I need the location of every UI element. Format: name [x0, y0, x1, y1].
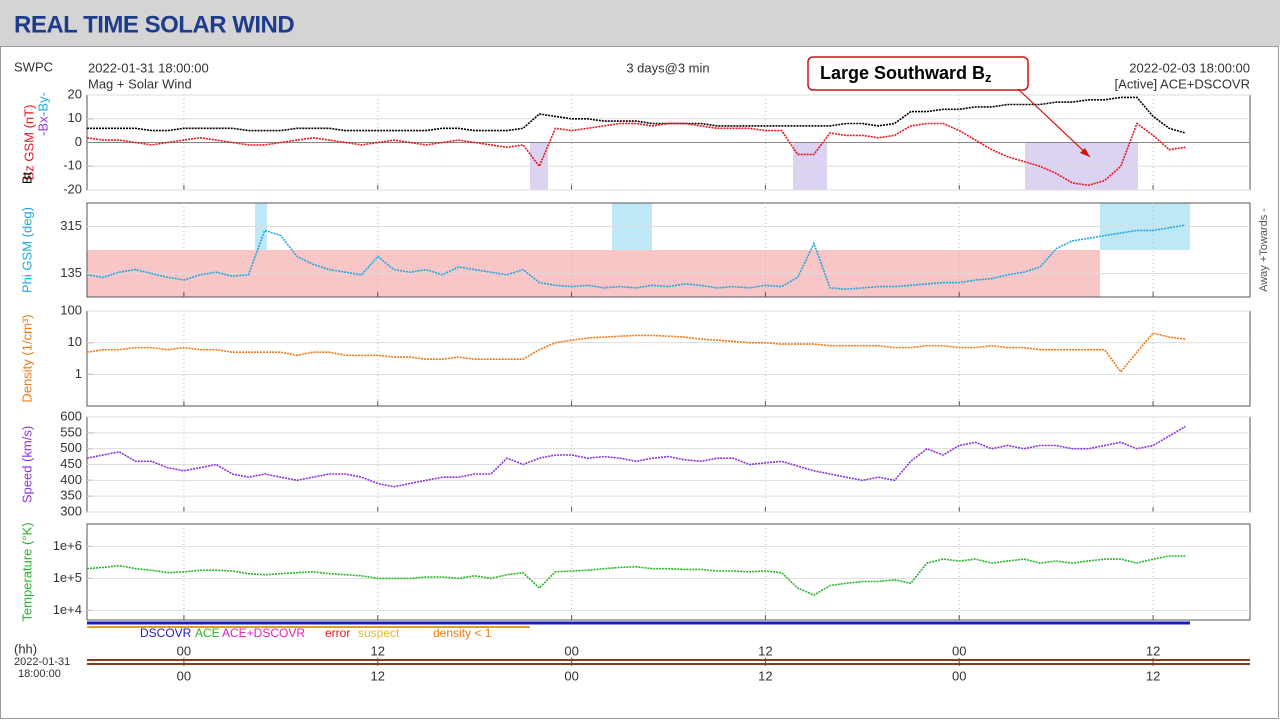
x-tick-label: 00 — [564, 643, 578, 658]
series-line — [86, 122, 1186, 187]
timeline-tick-label: 00 — [177, 668, 191, 683]
header-bar — [0, 0, 1280, 46]
legend-entry: ACE+DSCOVR — [222, 626, 305, 640]
legend-entry: DSCOVR — [140, 626, 192, 640]
timeline-date: 2022-01-31 — [14, 656, 70, 668]
legend-entry: error — [325, 626, 350, 640]
y-tick-label: 315 — [60, 218, 82, 233]
timeline-tick-label: 00 — [952, 668, 966, 683]
y-tick-label: 350 — [60, 488, 82, 503]
y-tick-label: 20 — [68, 86, 82, 101]
y-tick-label: 10 — [68, 110, 82, 125]
timeline-tick-label: 12 — [371, 668, 385, 683]
y-axis-label: Speed (km/s) — [19, 426, 34, 503]
y-axis-label: Temperature (°K) — [19, 522, 34, 621]
span: 3 days@3 min — [626, 60, 709, 75]
y-tick-label: 0 — [75, 134, 82, 149]
timeline-tick-label: 12 — [1146, 668, 1160, 683]
annotation: Large Southward Bz — [820, 63, 992, 86]
annotation-text: Large Southward B — [820, 63, 985, 83]
series-line — [86, 332, 1186, 374]
timeline-tick-label: 12 — [758, 668, 772, 683]
y-axis-label: Density (1/cm³) — [19, 314, 34, 402]
annotation-box — [807, 56, 1029, 91]
page-title: REAL TIME SOLAR WIND — [14, 11, 294, 38]
x-tick-label: 12 — [1146, 643, 1160, 658]
product: Mag + Solar Wind — [88, 76, 192, 91]
x-tick-label: 00 — [177, 643, 191, 658]
y-tick-label: 135 — [60, 265, 82, 280]
panel — [86, 523, 1251, 621]
y-tick-label: 10 — [68, 334, 82, 349]
series-line — [87, 96, 1186, 134]
y-tick-label: -10 — [63, 158, 82, 173]
annotation-sub: z — [985, 70, 992, 85]
y-axis-label: -Bx- — [35, 112, 50, 136]
legend-entry: density < 1 — [433, 626, 492, 640]
legend-entry: suspect — [358, 626, 400, 640]
annotation-arrow — [1017, 88, 1091, 158]
panel — [86, 202, 1251, 298]
y-tick-label: 1 — [75, 366, 82, 381]
y-axis-label: Bt — [19, 171, 34, 184]
y-tick-label: 1e+6 — [53, 538, 82, 553]
timeline-unit: (hh) — [14, 641, 37, 656]
y-axis-label: Bz GSM (nT) — [21, 105, 36, 181]
x-tick-label: 12 — [371, 643, 385, 658]
spacecraft: [Active] ACE+DSCOVR — [1115, 76, 1250, 91]
y-tick-label: 400 — [60, 472, 82, 487]
y-axis-label: -By- — [35, 92, 50, 116]
timeline-time: 18:00:00 — [18, 668, 61, 680]
plots: -20 -10 0 10 20 Bz GSM (nT)Bt -Bx--By- 135 315 Ph… — [19, 86, 1269, 683]
series-line — [86, 425, 1186, 488]
series-line — [86, 555, 1186, 596]
y-tick-label: 500 — [60, 440, 82, 455]
timeline-tick-label: 00 — [564, 668, 578, 683]
source: SWPC — [14, 59, 53, 74]
y-tick-label: 300 — [60, 503, 82, 518]
start-time: 2022-01-31 18:00:00 — [88, 60, 209, 75]
y-tick-label: -20 — [63, 181, 82, 196]
legend-entry: ACE — [195, 626, 220, 640]
y-tick-label: 1e+5 — [53, 570, 82, 585]
end-time: 2022-02-03 18:00:00 — [1129, 60, 1250, 75]
y-tick-label: 450 — [60, 456, 82, 471]
x-tick-label: 00 — [952, 643, 966, 658]
right-axis-label: Away +Towards - — [1258, 208, 1270, 292]
y-tick-label: 600 — [60, 408, 82, 423]
x-tick-label: 12 — [758, 643, 772, 658]
arrow-head — [1080, 148, 1090, 157]
y-tick-label: 550 — [60, 424, 82, 439]
y-tick-label: 1e+4 — [53, 602, 82, 617]
y-tick-label: 100 — [60, 302, 82, 317]
y-axis-label: Phi GSM (deg) — [19, 207, 34, 293]
